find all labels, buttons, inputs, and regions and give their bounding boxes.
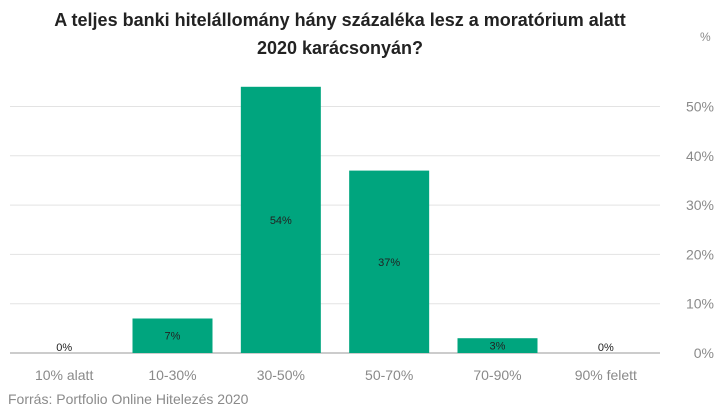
chart-title-line-2: 2020 karácsonyán? xyxy=(256,38,424,58)
y-axis-unit: % xyxy=(700,30,711,44)
data-label: 0% xyxy=(56,342,72,354)
data-label: 37% xyxy=(378,257,400,269)
bar xyxy=(457,338,538,353)
x-tick-label: 90% felett xyxy=(575,367,637,383)
y-tick-label: 0% xyxy=(694,345,714,361)
x-tick-label: 30-50% xyxy=(257,367,305,383)
y-tick-label: 40% xyxy=(686,148,714,164)
x-tick-label: 50-70% xyxy=(365,367,413,383)
bar xyxy=(240,86,321,353)
data-label: 0% xyxy=(598,342,614,354)
y-tick-label: 50% xyxy=(686,99,714,115)
bar xyxy=(349,170,430,353)
source-note: Forrás: Portfolio Online Hitelezés 2020 xyxy=(8,391,249,407)
y-tick-label: 30% xyxy=(686,197,714,213)
x-tick-label: 10-30% xyxy=(148,367,196,383)
data-label: 7% xyxy=(165,331,181,343)
y-tick-label: 20% xyxy=(686,246,714,262)
chart-title-line-1: A teljes banki hitelállomány hány százal… xyxy=(54,10,626,30)
data-label: 54% xyxy=(270,215,292,227)
x-tick-label: 70-90% xyxy=(473,367,521,383)
chart-title: A teljes banki hitelállomány hány százal… xyxy=(40,6,640,62)
x-tick-label: 10% alatt xyxy=(35,367,93,383)
y-tick-label: 10% xyxy=(686,296,714,312)
data-label: 3% xyxy=(490,341,506,353)
bar xyxy=(132,318,213,353)
